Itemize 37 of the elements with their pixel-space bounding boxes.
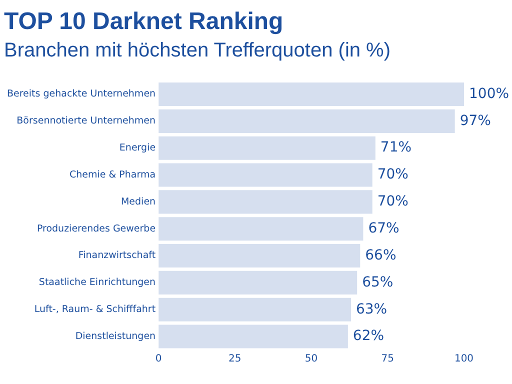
- y-tick-label: Energie: [119, 142, 156, 154]
- chart-subtitle: Branchen mit höchsten Trefferquoten (in %): [4, 39, 391, 62]
- data-label: 66%: [365, 247, 396, 264]
- bar: [158, 244, 360, 268]
- y-tick-label: Chemie & Pharma: [69, 169, 156, 180]
- x-tick-label: 50: [304, 354, 318, 365]
- bar: [158, 82, 464, 106]
- data-label: 67%: [368, 220, 400, 236]
- data-label: 62%: [352, 328, 384, 344]
- y-tick-label: Produzierendes Gewerbe: [36, 223, 156, 234]
- data-label: 65%: [362, 274, 394, 290]
- bar: [158, 163, 372, 187]
- data-label: 70%: [377, 194, 408, 210]
- y-tick-label: Staatliche Einrichtungen: [38, 277, 156, 288]
- data-label: 97%: [460, 112, 491, 129]
- y-tick-label: Medien: [120, 196, 156, 208]
- data-label: 70%: [377, 166, 408, 183]
- y-tick-label: Börsennotierte Unternehmen: [16, 116, 156, 127]
- x-tick-label: 75: [381, 354, 394, 365]
- bar: [158, 217, 364, 241]
- x-tick-label: 25: [228, 354, 242, 365]
- x-tick-label: 0: [155, 354, 162, 365]
- data-label: 71%: [380, 140, 412, 156]
- bar: [158, 324, 348, 348]
- data-label: 63%: [356, 301, 388, 318]
- y-tick-label: Bereits gehackte Unternehmen: [6, 88, 156, 100]
- bar: [158, 136, 376, 160]
- y-tick-label: Dienstleistungen: [75, 331, 156, 342]
- bar: [158, 190, 372, 214]
- bar: [158, 109, 455, 133]
- chart-title: TOP 10 Darknet Ranking: [4, 8, 284, 36]
- bar: [158, 270, 358, 294]
- data-label: 100%: [469, 86, 510, 102]
- bar: [158, 298, 351, 322]
- y-tick-label: Finanzwirtschaft: [78, 250, 156, 262]
- x-tick-label: 100: [454, 354, 474, 365]
- y-tick-label: Luft-, Raum- & Schifffahrt: [34, 304, 156, 316]
